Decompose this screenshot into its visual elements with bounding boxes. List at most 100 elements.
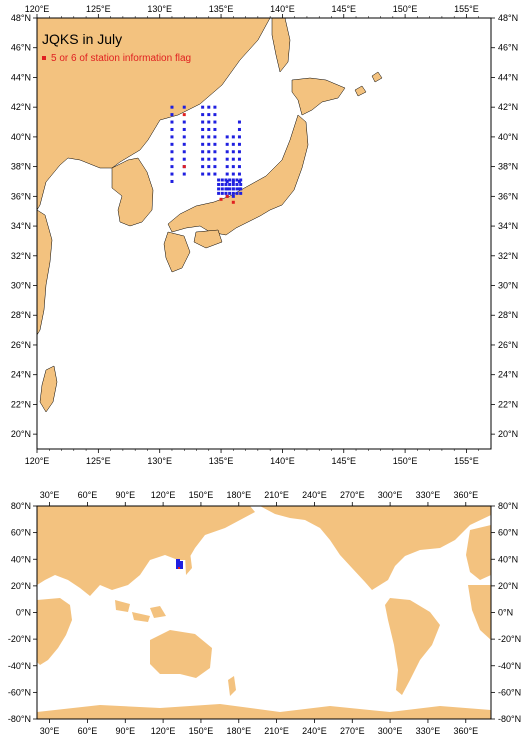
station-marker	[225, 135, 229, 139]
lat-tick-label: 36°N	[498, 191, 518, 201]
station-marker	[213, 150, 217, 154]
station-marker	[170, 150, 174, 154]
lat-tick-label: 32°N	[11, 251, 31, 261]
station-marker	[207, 165, 211, 169]
station-marker	[207, 142, 211, 146]
lon-tick-label: 140°E	[270, 4, 295, 14]
top-map-frame	[36, 17, 492, 450]
lon-tick-label: 135°E	[209, 456, 234, 466]
station-marker	[182, 135, 186, 139]
station-marker	[201, 150, 205, 154]
bottom-station-flagged	[178, 567, 180, 569]
station-marker	[237, 120, 241, 124]
top-map-land	[36, 17, 383, 413]
lat-tick-label: 30°N	[11, 281, 31, 291]
lat-tick-label: -80°N	[498, 714, 521, 724]
lat-tick-label: 38°N	[11, 162, 31, 172]
lon-tick-label: 210°E	[264, 726, 289, 736]
lon-tick-label: 330°E	[416, 726, 441, 736]
lon-tick-label: 150°E	[393, 4, 418, 14]
station-marker	[207, 127, 211, 131]
lon-tick-label: 150°E	[189, 726, 214, 736]
station-marker	[170, 113, 174, 117]
station-marker	[207, 113, 211, 117]
lat-tick-label: 26°N	[498, 340, 518, 350]
lat-tick-label: 20°N	[498, 429, 518, 439]
lon-tick-label: 180°E	[226, 726, 251, 736]
station-marker	[182, 120, 186, 124]
station-marker	[201, 172, 205, 176]
lat-tick-label: 48°N	[11, 13, 31, 23]
lon-tick-label: 135°E	[209, 4, 234, 14]
station-marker	[231, 194, 235, 198]
station-marker	[231, 178, 235, 182]
lon-tick-label: 130°E	[147, 4, 172, 14]
station-marker	[207, 150, 211, 154]
lat-tick-label: 46°N	[11, 43, 31, 53]
lon-tick-label: 90°E	[115, 490, 135, 500]
station-marker	[201, 157, 205, 161]
station-marker	[239, 178, 243, 182]
lat-tick-label: 60°N	[498, 528, 518, 538]
station-marker	[170, 142, 174, 146]
lat-tick-label: 20°N	[11, 581, 31, 591]
station-marker	[213, 113, 217, 117]
lon-tick-label: 240°E	[302, 490, 327, 500]
station-marker	[239, 191, 243, 195]
lat-tick-label: 42°N	[498, 102, 518, 112]
station-marker	[201, 142, 205, 146]
station-marker	[239, 187, 243, 191]
lon-tick-label: 270°E	[340, 726, 365, 736]
top-map: 120°E 120°E 125°E 125°E 130°E 130°E 135°E 135°E…	[11, 4, 518, 466]
lat-tick-label: 24°N	[11, 370, 31, 380]
top-map-stations	[170, 105, 243, 204]
station-marker	[237, 127, 241, 131]
lat-tick-label: -60°N	[8, 687, 31, 697]
station-marker	[225, 165, 229, 169]
lat-tick-label: -80°N	[8, 714, 31, 724]
lon-tick-label: 120°E	[151, 490, 176, 500]
flagged-station-marker	[225, 194, 229, 198]
lat-tick-label: -60°N	[498, 687, 521, 697]
station-marker	[237, 135, 241, 139]
station-marker	[225, 172, 229, 176]
lon-tick-label: 130°E	[147, 456, 172, 466]
station-marker	[231, 191, 235, 195]
lat-tick-label: 20°N	[11, 429, 31, 439]
station-marker	[182, 142, 186, 146]
lon-tick-label: 120°E	[25, 4, 50, 14]
bottom-map: 30°E 30°E 60°E 60°E 90°E 90°E 120°E 120°E 150°E 1…	[8, 490, 521, 736]
lat-tick-label: 44°N	[11, 72, 31, 82]
lat-tick-label: 0°N	[16, 608, 31, 618]
lon-tick-label: 90°E	[115, 726, 135, 736]
station-marker	[235, 191, 239, 195]
station-marker	[213, 165, 217, 169]
station-marker	[231, 182, 235, 186]
lon-tick-label: 30°E	[40, 726, 60, 736]
lat-tick-label: -20°N	[498, 634, 521, 644]
station-marker	[201, 127, 205, 131]
lat-tick-label: 28°N	[498, 310, 518, 320]
lat-tick-label: 80°N	[11, 501, 31, 511]
lon-tick-label: 360°E	[453, 490, 478, 500]
flagged-station-marker	[219, 197, 223, 201]
lat-tick-label: -40°N	[8, 661, 31, 671]
station-marker	[231, 172, 235, 176]
station-marker	[207, 105, 211, 109]
lat-tick-label: 20°N	[498, 581, 518, 591]
station-marker	[237, 172, 241, 176]
station-marker	[207, 135, 211, 139]
lat-tick-label: 34°N	[498, 221, 518, 231]
lon-tick-label: 125°E	[86, 456, 111, 466]
lon-tick-label: 140°E	[270, 456, 295, 466]
station-marker	[170, 135, 174, 139]
station-marker	[213, 127, 217, 131]
bottom-map-ticks: 30°E 30°E 60°E 60°E 90°E 90°E 120°E 120°E 150°E 1…	[8, 490, 521, 736]
lat-tick-label: 22°N	[498, 399, 518, 409]
station-marker	[182, 105, 186, 109]
station-marker	[217, 187, 221, 191]
lon-tick-label: 300°E	[378, 726, 403, 736]
lat-tick-label: 40°N	[11, 132, 31, 142]
station-marker	[201, 120, 205, 124]
